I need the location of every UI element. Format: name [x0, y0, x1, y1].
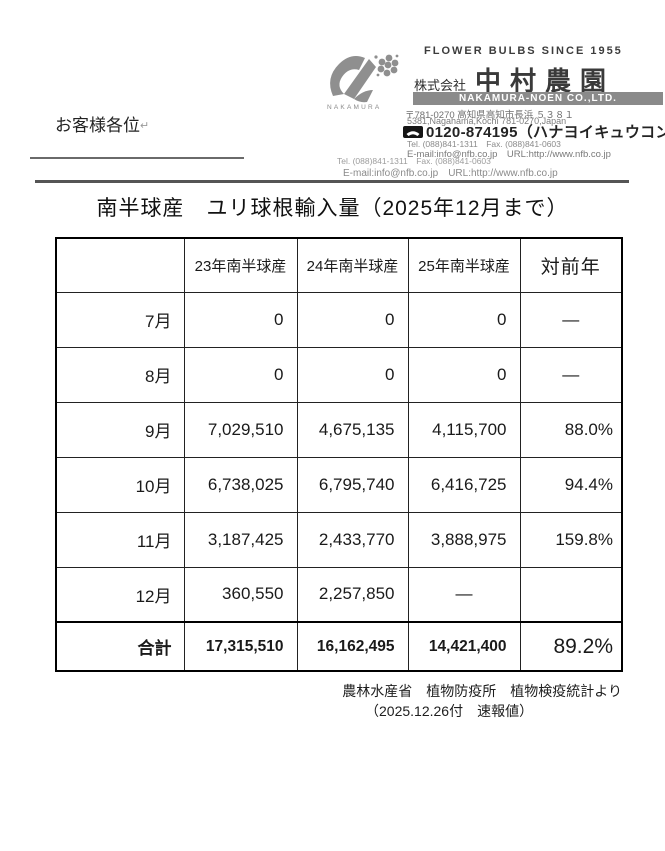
value-yoy: 88.0%: [519, 401, 623, 458]
page-title: 南半球産 ユリ球根輸入量（2025年12月まで）: [96, 197, 569, 220]
table-row: 8月 0 0 0 ―: [55, 346, 623, 403]
value-yoy: ―: [519, 346, 623, 403]
return-mark-icon: ↵: [140, 120, 150, 132]
address-english: 5381,Nagahama,Kochi 781-0270,Japan: [407, 116, 567, 126]
recipient-text: お客様各位: [55, 116, 140, 135]
value-2024: 4,675,135: [296, 401, 409, 458]
value-2025: 0: [407, 291, 521, 348]
value-2023: 360,550: [183, 566, 298, 623]
import-table-wrap: 23年南半球産 24年南半球産 25年南半球産 対前年 7月 0 0 0 ― 8…: [55, 237, 623, 672]
data-note-line: （2025.12.26付 速報値）: [365, 703, 534, 719]
company-name-line: 株式会社 中村農園: [414, 61, 615, 98]
total-2025: 14,421,400: [407, 621, 521, 672]
table-row: 7月 0 0 0 ―: [55, 291, 623, 348]
logo-caption: NAKAMURA: [327, 104, 382, 111]
table-row: 11月 3,187,425 2,433,770 3,888,975 159.8%: [55, 511, 623, 568]
value-2025: ―: [407, 566, 521, 623]
header-2023: 23年南半球産: [183, 237, 298, 293]
header-yoy: 対前年: [519, 237, 623, 293]
value-2023: 0: [183, 291, 298, 348]
email-url-line: E-mail:info@nfb.co.jp URL:http://www.nfb…: [407, 149, 611, 160]
total-2023: 17,315,510: [183, 621, 298, 672]
month-label: 7月: [55, 291, 185, 348]
email-url-line-ghost: E-mail:info@nfb.co.jp URL:http://www.nfb…: [343, 168, 558, 179]
freedial-phone-icon: [403, 125, 423, 138]
recipient-line: お客様各位↵: [55, 111, 149, 136]
value-2023: 7,029,510: [183, 401, 298, 458]
value-2024: 2,257,850: [296, 566, 409, 623]
value-yoy: [519, 566, 623, 623]
value-2025: 6,416,725: [407, 456, 521, 513]
value-yoy: 159.8%: [519, 511, 623, 568]
freedial-line: 0120-874195（ハナヨイキュウコン）: [403, 121, 665, 142]
value-2023: 0: [183, 346, 298, 403]
table-row: 9月 7,029,510 4,675,135 4,115,700 88.0%: [55, 401, 623, 458]
tel-fax-line-ghost: Tel. (088)841-1311 Fax. (088)841-0603: [337, 156, 491, 166]
total-2024: 16,162,495: [296, 621, 409, 672]
month-label: 10月: [55, 456, 185, 513]
table-row: 10月 6,738,025 6,795,740 6,416,725 94.4%: [55, 456, 623, 513]
value-2025: 4,115,700: [407, 401, 521, 458]
value-2025: 0: [407, 346, 521, 403]
value-2024: 0: [296, 346, 409, 403]
value-2024: 6,795,740: [296, 456, 409, 513]
header-blank: [55, 237, 185, 293]
month-label: 8月: [55, 346, 185, 403]
divider-full: [35, 180, 629, 183]
value-2024: 2,433,770: [296, 511, 409, 568]
company-name-en-bar: NAKAMURA-NOEN CO.,LTD.: [413, 92, 663, 105]
company-prefix: 株式会社: [414, 78, 467, 93]
header-2025: 25年南半球産: [407, 237, 521, 293]
value-2025: 3,888,975: [407, 511, 521, 568]
table-total-row: 合計 17,315,510 16,162,495 14,421,400 89.2…: [55, 621, 623, 672]
month-label: 12月: [55, 566, 185, 623]
nakamura-logo-icon: [323, 50, 403, 106]
header-2024: 24年南半球産: [296, 237, 409, 293]
address-japanese: 〒781-0270 高知県高知市長浜 ５３８１: [405, 110, 574, 121]
import-table: 23年南半球産 24年南半球産 25年南半球産 対前年 7月 0 0 0 ― 8…: [55, 237, 623, 672]
total-yoy: 89.2%: [519, 621, 623, 672]
data-source-line: 農林水産省 植物防疫所 植物検疫統計より: [342, 683, 622, 699]
freedial-number: 0120-874195（ハナヨイキュウコン）: [426, 124, 665, 141]
value-2024: 0: [296, 291, 409, 348]
value-2023: 6,738,025: [183, 456, 298, 513]
month-label: 9月: [55, 401, 185, 458]
company-name: 中村農園: [475, 66, 616, 96]
table-row: 12月 360,550 2,257,850 ―: [55, 566, 623, 623]
value-2023: 3,187,425: [183, 511, 298, 568]
value-yoy: 94.4%: [519, 456, 623, 513]
table-header-row: 23年南半球産 24年南半球産 25年南半球産 対前年: [55, 237, 623, 293]
month-label: 11月: [55, 511, 185, 568]
divider-short: [30, 157, 244, 159]
value-yoy: ―: [519, 291, 623, 348]
company-tagline: FLOWER BULBS SINCE 1955: [424, 45, 623, 57]
tel-fax-line: Tel. (088)841-1311 Fax. (088)841-0603: [407, 139, 561, 149]
total-label: 合計: [55, 621, 185, 672]
